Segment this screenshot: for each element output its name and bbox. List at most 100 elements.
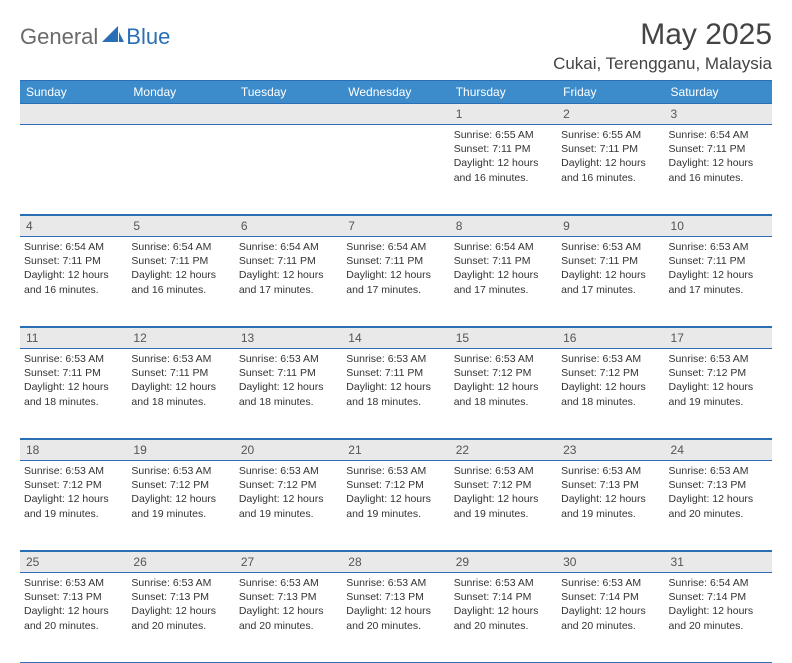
day-cell: Sunrise: 6:53 AMSunset: 7:11 PMDaylight:… [665,237,772,327]
sunrise-text: Sunrise: 6:53 AM [239,464,336,478]
day-cell [235,125,342,215]
daylight-text: Daylight: 12 hours and 20 minutes. [239,604,336,632]
day-content: Sunrise: 6:54 AMSunset: 7:11 PMDaylight:… [450,237,557,300]
sunset-text: Sunset: 7:11 PM [669,142,766,156]
day-content: Sunrise: 6:54 AMSunset: 7:11 PMDaylight:… [20,237,127,300]
sunset-text: Sunset: 7:11 PM [454,142,551,156]
sunrise-text: Sunrise: 6:54 AM [454,240,551,254]
day-content: Sunrise: 6:53 AMSunset: 7:11 PMDaylight:… [127,349,234,412]
day-number-cell: 6 [235,215,342,237]
day-cell: Sunrise: 6:54 AMSunset: 7:11 PMDaylight:… [235,237,342,327]
day-content: Sunrise: 6:55 AMSunset: 7:11 PMDaylight:… [450,125,557,188]
day-content: Sunrise: 6:53 AMSunset: 7:12 PMDaylight:… [20,461,127,524]
day-content: Sunrise: 6:53 AMSunset: 7:11 PMDaylight:… [557,237,664,300]
day-number: 14 [342,327,449,348]
day-number-cell: 23 [557,439,664,461]
day-number: 20 [235,439,342,460]
day-content: Sunrise: 6:53 AMSunset: 7:11 PMDaylight:… [20,349,127,412]
sunrise-text: Sunrise: 6:54 AM [24,240,121,254]
daynum-row: 18192021222324 [20,439,772,461]
sunset-text: Sunset: 7:11 PM [24,254,121,268]
day-number-cell: 19 [127,439,234,461]
page-header: General Blue May 2025 Cukai, Terengganu,… [20,18,772,74]
sunrise-text: Sunrise: 6:53 AM [239,352,336,366]
sunrise-text: Sunrise: 6:54 AM [239,240,336,254]
day-cell: Sunrise: 6:53 AMSunset: 7:13 PMDaylight:… [342,573,449,663]
sunrise-text: Sunrise: 6:53 AM [561,576,658,590]
day-number: 7 [342,215,449,236]
sunrise-text: Sunrise: 6:53 AM [239,576,336,590]
month-title: May 2025 [553,18,772,52]
sunset-text: Sunset: 7:13 PM [24,590,121,604]
sunset-text: Sunset: 7:13 PM [346,590,443,604]
day-cell: Sunrise: 6:54 AMSunset: 7:11 PMDaylight:… [665,125,772,215]
week-row: Sunrise: 6:53 AMSunset: 7:11 PMDaylight:… [20,349,772,439]
sunset-text: Sunset: 7:11 PM [239,366,336,380]
day-number: 16 [557,327,664,348]
sunset-text: Sunset: 7:11 PM [454,254,551,268]
daylight-text: Daylight: 12 hours and 20 minutes. [346,604,443,632]
day-content: Sunrise: 6:54 AMSunset: 7:11 PMDaylight:… [127,237,234,300]
sunrise-text: Sunrise: 6:53 AM [346,576,443,590]
week-row: Sunrise: 6:55 AMSunset: 7:11 PMDaylight:… [20,125,772,215]
daylight-text: Daylight: 12 hours and 17 minutes. [561,268,658,296]
daylight-text: Daylight: 12 hours and 17 minutes. [669,268,766,296]
daylight-text: Daylight: 12 hours and 17 minutes. [454,268,551,296]
daylight-text: Daylight: 12 hours and 18 minutes. [454,380,551,408]
day-header: Monday [127,81,234,104]
day-content [20,125,127,131]
day-cell: Sunrise: 6:53 AMSunset: 7:13 PMDaylight:… [557,461,664,551]
sunset-text: Sunset: 7:13 PM [561,478,658,492]
location-label: Cukai, Terengganu, Malaysia [553,54,772,74]
day-cell: Sunrise: 6:53 AMSunset: 7:12 PMDaylight:… [342,461,449,551]
day-cell: Sunrise: 6:53 AMSunset: 7:13 PMDaylight:… [235,573,342,663]
day-content: Sunrise: 6:53 AMSunset: 7:11 PMDaylight:… [235,349,342,412]
day-number-cell: 2 [557,103,664,125]
day-number-cell [20,103,127,125]
sunset-text: Sunset: 7:12 PM [454,478,551,492]
calendar-body: 123Sunrise: 6:55 AMSunset: 7:11 PMDaylig… [20,103,772,663]
day-content: Sunrise: 6:53 AMSunset: 7:13 PMDaylight:… [20,573,127,636]
sunrise-text: Sunrise: 6:53 AM [454,576,551,590]
daylight-text: Daylight: 12 hours and 19 minutes. [24,492,121,520]
sunset-text: Sunset: 7:12 PM [561,366,658,380]
day-cell [127,125,234,215]
day-cell: Sunrise: 6:54 AMSunset: 7:11 PMDaylight:… [20,237,127,327]
sunset-text: Sunset: 7:12 PM [239,478,336,492]
day-cell: Sunrise: 6:53 AMSunset: 7:12 PMDaylight:… [127,461,234,551]
daynum-row: 25262728293031 [20,551,772,573]
sunrise-text: Sunrise: 6:53 AM [24,464,121,478]
daylight-text: Daylight: 12 hours and 19 minutes. [561,492,658,520]
day-number: 2 [557,103,664,124]
sunset-text: Sunset: 7:11 PM [561,254,658,268]
daylight-text: Daylight: 12 hours and 20 minutes. [24,604,121,632]
sunrise-text: Sunrise: 6:53 AM [669,240,766,254]
sunset-text: Sunset: 7:11 PM [346,366,443,380]
day-number: 12 [127,327,234,348]
daylight-text: Daylight: 12 hours and 20 minutes. [669,604,766,632]
day-number-cell: 10 [665,215,772,237]
day-cell: Sunrise: 6:53 AMSunset: 7:11 PMDaylight:… [20,349,127,439]
sunrise-text: Sunrise: 6:53 AM [454,352,551,366]
sunrise-text: Sunrise: 6:55 AM [454,128,551,142]
day-cell: Sunrise: 6:53 AMSunset: 7:11 PMDaylight:… [127,349,234,439]
day-number-cell: 3 [665,103,772,125]
sunset-text: Sunset: 7:13 PM [239,590,336,604]
day-content: Sunrise: 6:53 AMSunset: 7:12 PMDaylight:… [450,349,557,412]
sunset-text: Sunset: 7:12 PM [454,366,551,380]
sunrise-text: Sunrise: 6:53 AM [454,464,551,478]
day-cell: Sunrise: 6:54 AMSunset: 7:11 PMDaylight:… [342,237,449,327]
day-number-cell: 26 [127,551,234,573]
day-header: Thursday [450,81,557,104]
day-cell: Sunrise: 6:53 AMSunset: 7:14 PMDaylight:… [450,573,557,663]
day-cell: Sunrise: 6:53 AMSunset: 7:14 PMDaylight:… [557,573,664,663]
sail-icon [102,26,124,49]
daylight-text: Daylight: 12 hours and 18 minutes. [239,380,336,408]
day-number-cell: 14 [342,327,449,349]
day-content: Sunrise: 6:53 AMSunset: 7:12 PMDaylight:… [665,349,772,412]
sunrise-text: Sunrise: 6:53 AM [561,464,658,478]
day-number-cell: 29 [450,551,557,573]
day-number: 5 [127,215,234,236]
daylight-text: Daylight: 12 hours and 16 minutes. [669,156,766,184]
sunrise-text: Sunrise: 6:53 AM [346,464,443,478]
